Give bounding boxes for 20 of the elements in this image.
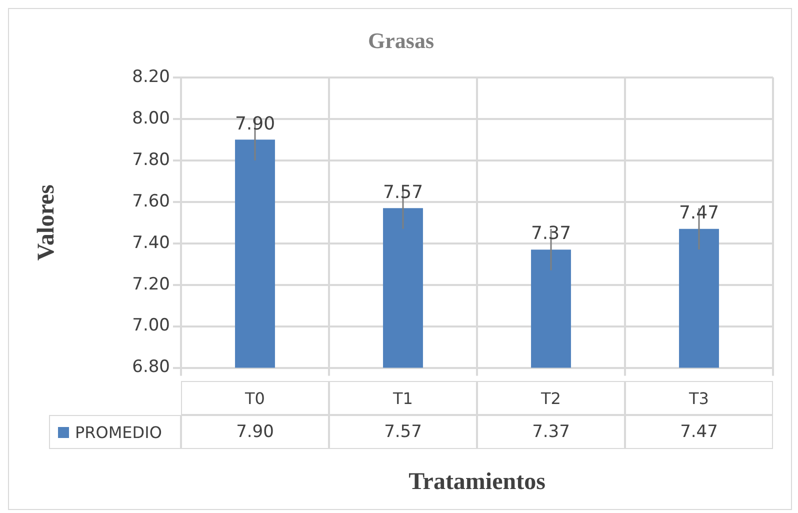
y-tick-label: 6.80 <box>132 357 170 378</box>
data-label: 7.37 <box>477 415 625 449</box>
x-tick-label: T2 <box>477 381 625 415</box>
y-tick-label: 7.80 <box>132 150 170 170</box>
x-axis-title: Tratamientos <box>408 469 546 496</box>
y-tick-label: 8.00 <box>132 108 170 128</box>
y-tick-label: 7.20 <box>132 274 170 294</box>
x-tick-label: T3 <box>625 381 773 415</box>
y-tick-label: 7.60 <box>132 191 170 212</box>
x-tick-label: T0 <box>181 381 329 415</box>
y-tick-label: 8.20 <box>132 66 170 87</box>
y-tick-label: 7.40 <box>132 232 170 253</box>
data-label: 7.90 <box>181 415 329 449</box>
chart-title: Grasas <box>368 28 434 53</box>
data-label: 7.47 <box>625 415 773 449</box>
y-tick-label: 7.00 <box>132 316 170 336</box>
data-label: 7.57 <box>329 415 477 449</box>
legend-label: PROMEDIO <box>75 422 162 442</box>
x-tick-label: T1 <box>329 381 477 415</box>
y-axis-title: Valores <box>34 184 60 261</box>
